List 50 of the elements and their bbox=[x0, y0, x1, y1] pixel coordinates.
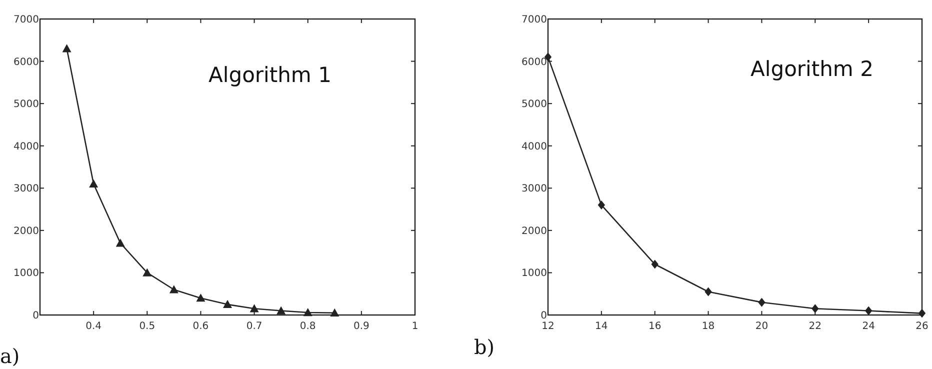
text: a) bbox=[0, 344, 20, 368]
y-tick-label: 7000 bbox=[14, 14, 39, 26]
point bbox=[62, 44, 72, 52]
y-tick-label: 6000 bbox=[14, 56, 39, 68]
y-tick-label: 3000 bbox=[14, 184, 39, 195]
point bbox=[758, 298, 766, 307]
y-tick-label: 2000 bbox=[522, 226, 547, 237]
x-tick-label: 1 bbox=[412, 321, 418, 332]
y-tick-label: 5000 bbox=[522, 99, 547, 110]
point bbox=[812, 304, 819, 314]
y-tick-label: 0 bbox=[32, 310, 39, 322]
point bbox=[864, 306, 872, 316]
point bbox=[276, 306, 286, 314]
point bbox=[169, 285, 178, 294]
x-tick-label: 0.9 bbox=[353, 321, 370, 332]
point bbox=[196, 294, 206, 302]
x-tick-label: 0.5 bbox=[139, 321, 156, 332]
y-tick-label: 4000 bbox=[14, 141, 39, 152]
point bbox=[651, 260, 658, 269]
x-tick-label: 0.7 bbox=[246, 321, 262, 332]
text: b) bbox=[474, 335, 495, 359]
y-tick-label: 1000 bbox=[14, 268, 39, 280]
x-tick-label: 26 bbox=[916, 321, 928, 332]
x-tick-label: 0.8 bbox=[300, 321, 316, 332]
x-tick-label: 20 bbox=[755, 321, 768, 332]
y-tick-label: 3000 bbox=[522, 184, 547, 195]
x-tick-label: 0.6 bbox=[192, 321, 209, 332]
x-tick-label: 0.4 bbox=[86, 321, 102, 332]
x-tick-label: 18 bbox=[702, 321, 715, 332]
x-tick-label: 16 bbox=[648, 321, 662, 332]
y-tick-label: 0 bbox=[540, 310, 547, 322]
x-tick-label: 14 bbox=[595, 321, 608, 332]
x-tick-label: 24 bbox=[862, 321, 875, 332]
point bbox=[142, 268, 152, 276]
point bbox=[116, 238, 125, 247]
y-tick-label: 7000 bbox=[522, 14, 547, 26]
y-tick-label: 4000 bbox=[522, 141, 547, 152]
point bbox=[704, 287, 712, 296]
point bbox=[598, 200, 606, 210]
point bbox=[89, 179, 98, 188]
annotation: Algorithm 2 bbox=[750, 57, 874, 81]
y-tick-label: 5000 bbox=[14, 99, 39, 110]
point bbox=[223, 300, 232, 308]
x-tick-label: 12 bbox=[542, 321, 554, 332]
x-tick-label: 22 bbox=[808, 321, 822, 332]
y-tick-label: 2000 bbox=[14, 226, 39, 237]
point bbox=[250, 304, 259, 312]
y-tick-label: 1000 bbox=[522, 268, 547, 280]
annotation: Algorithm 1 bbox=[208, 63, 332, 87]
y-tick-label: 6000 bbox=[522, 56, 547, 68]
